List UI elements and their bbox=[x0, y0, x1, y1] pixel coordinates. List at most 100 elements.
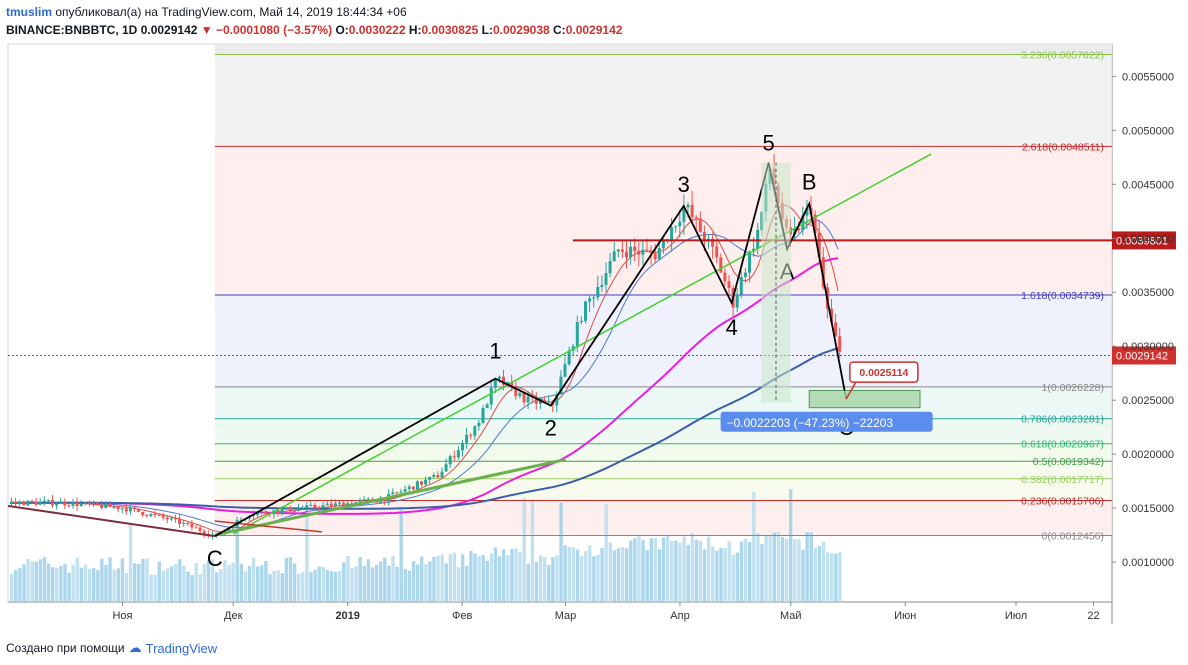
candle-body bbox=[821, 257, 825, 288]
volume-bar bbox=[838, 552, 842, 602]
fib-level-label: 0.786(0.0023281) bbox=[1021, 414, 1104, 426]
candle-body bbox=[100, 504, 104, 508]
volume-bar bbox=[678, 542, 682, 602]
candle-body bbox=[600, 284, 604, 287]
volume-bar bbox=[526, 563, 530, 602]
volume-bar bbox=[608, 542, 612, 602]
candle-body bbox=[149, 514, 153, 516]
volume-bar bbox=[92, 568, 96, 602]
candle-body bbox=[629, 246, 633, 258]
candle-body bbox=[169, 518, 173, 520]
y-tick-label: 0.0030000 bbox=[1122, 341, 1174, 353]
wave-label: C bbox=[207, 546, 223, 571]
volume-bar bbox=[485, 560, 489, 602]
volume-bar bbox=[182, 565, 186, 602]
volume-bar bbox=[776, 531, 781, 602]
price-chart[interactable]: 3.236(0.0057022) 2.618(0.0048511) 1.618(0.… bbox=[0, 40, 1188, 630]
candle-body bbox=[112, 507, 116, 509]
candle-body bbox=[395, 492, 399, 494]
candle-body bbox=[686, 204, 690, 208]
volume-bar bbox=[805, 532, 809, 602]
candle-body bbox=[256, 512, 259, 515]
volume-bar bbox=[141, 558, 145, 602]
axes: 0.00550000.00500000.00450000.00400000.00… bbox=[112, 71, 1174, 622]
candle-body bbox=[608, 261, 612, 274]
volume-bar bbox=[719, 547, 723, 602]
candle-body bbox=[174, 518, 177, 520]
candle-body bbox=[555, 394, 559, 406]
high-label: H: bbox=[408, 23, 422, 37]
candle-body bbox=[42, 500, 46, 502]
candle-body bbox=[280, 509, 284, 514]
volume-bar bbox=[22, 564, 26, 602]
tradingview-brand[interactable]: TradingView bbox=[145, 640, 218, 656]
volume-bar bbox=[817, 545, 822, 602]
candle-body bbox=[108, 503, 112, 508]
volume-bar bbox=[79, 567, 84, 602]
candle-body bbox=[366, 499, 370, 501]
wave-label: B bbox=[802, 170, 817, 195]
candle-body bbox=[292, 510, 296, 512]
trendline-green bbox=[232, 153, 932, 535]
candle-body bbox=[793, 228, 797, 235]
candle-body bbox=[625, 251, 628, 258]
x-tick-label: Апр bbox=[670, 610, 689, 622]
volume-bar bbox=[395, 566, 399, 602]
volume-bar bbox=[100, 558, 104, 602]
volume-bar bbox=[629, 540, 633, 602]
volume-bar bbox=[14, 570, 18, 602]
candle-body bbox=[227, 528, 231, 531]
volume-bar bbox=[256, 566, 260, 602]
volume-bar bbox=[502, 549, 506, 602]
candle-body bbox=[797, 228, 801, 231]
volume-bar bbox=[789, 489, 793, 602]
candle-body bbox=[834, 322, 838, 337]
volume-bar bbox=[407, 570, 412, 602]
volume-bar bbox=[493, 547, 498, 602]
candle-body bbox=[682, 207, 686, 222]
volume-bar bbox=[666, 535, 670, 602]
candle-body bbox=[514, 385, 518, 397]
candle-body bbox=[329, 503, 333, 507]
volume-bar bbox=[194, 563, 198, 602]
volume-bar bbox=[96, 569, 100, 602]
volume-bar bbox=[694, 539, 699, 602]
candle-body bbox=[137, 508, 141, 512]
y-tick-label: 0.0020000 bbox=[1122, 449, 1174, 461]
candle-body bbox=[719, 257, 723, 273]
low-label: L: bbox=[481, 23, 493, 37]
candle-body bbox=[469, 434, 473, 436]
candle-body bbox=[305, 505, 309, 509]
candle-body bbox=[145, 515, 149, 517]
candle-body bbox=[543, 400, 546, 403]
candle-body bbox=[567, 350, 571, 365]
wave-label: 2 bbox=[545, 416, 557, 441]
fib-band-top bbox=[214, 44, 1112, 55]
last-price-label: 0.0029142 bbox=[1116, 350, 1168, 362]
volume-bar bbox=[87, 568, 92, 602]
x-tick-label: Фев bbox=[452, 610, 472, 622]
fib-band bbox=[214, 146, 1112, 296]
volume-bar bbox=[764, 534, 768, 602]
close-value: 0.0029142 bbox=[565, 23, 623, 37]
volume-bar bbox=[358, 557, 362, 602]
volume-bar bbox=[71, 564, 75, 602]
change-value: −0.0001080 (−3.57%) bbox=[216, 23, 333, 37]
fib-level-label: 0.5(0.0019342) bbox=[1033, 456, 1104, 468]
fib-levels: 3.236(0.0057022) 2.618(0.0048511) 1.618(0.… bbox=[214, 50, 1112, 543]
author-username[interactable]: tmuslim bbox=[6, 5, 53, 19]
volume-bar bbox=[46, 563, 51, 602]
published-text: опубликовал(а) на TradingView.com, Май 1… bbox=[55, 5, 407, 19]
fib-band bbox=[214, 461, 1112, 501]
volume-bar bbox=[653, 538, 658, 602]
candle-body bbox=[276, 510, 280, 514]
candle-body bbox=[661, 239, 665, 249]
volume-bar bbox=[481, 555, 485, 602]
volume-bar bbox=[305, 513, 309, 602]
volume-bar bbox=[133, 563, 137, 602]
volume-bar bbox=[702, 549, 707, 602]
volume-bar bbox=[723, 548, 727, 602]
volume-bar bbox=[579, 556, 584, 602]
volume-bar bbox=[596, 554, 600, 602]
